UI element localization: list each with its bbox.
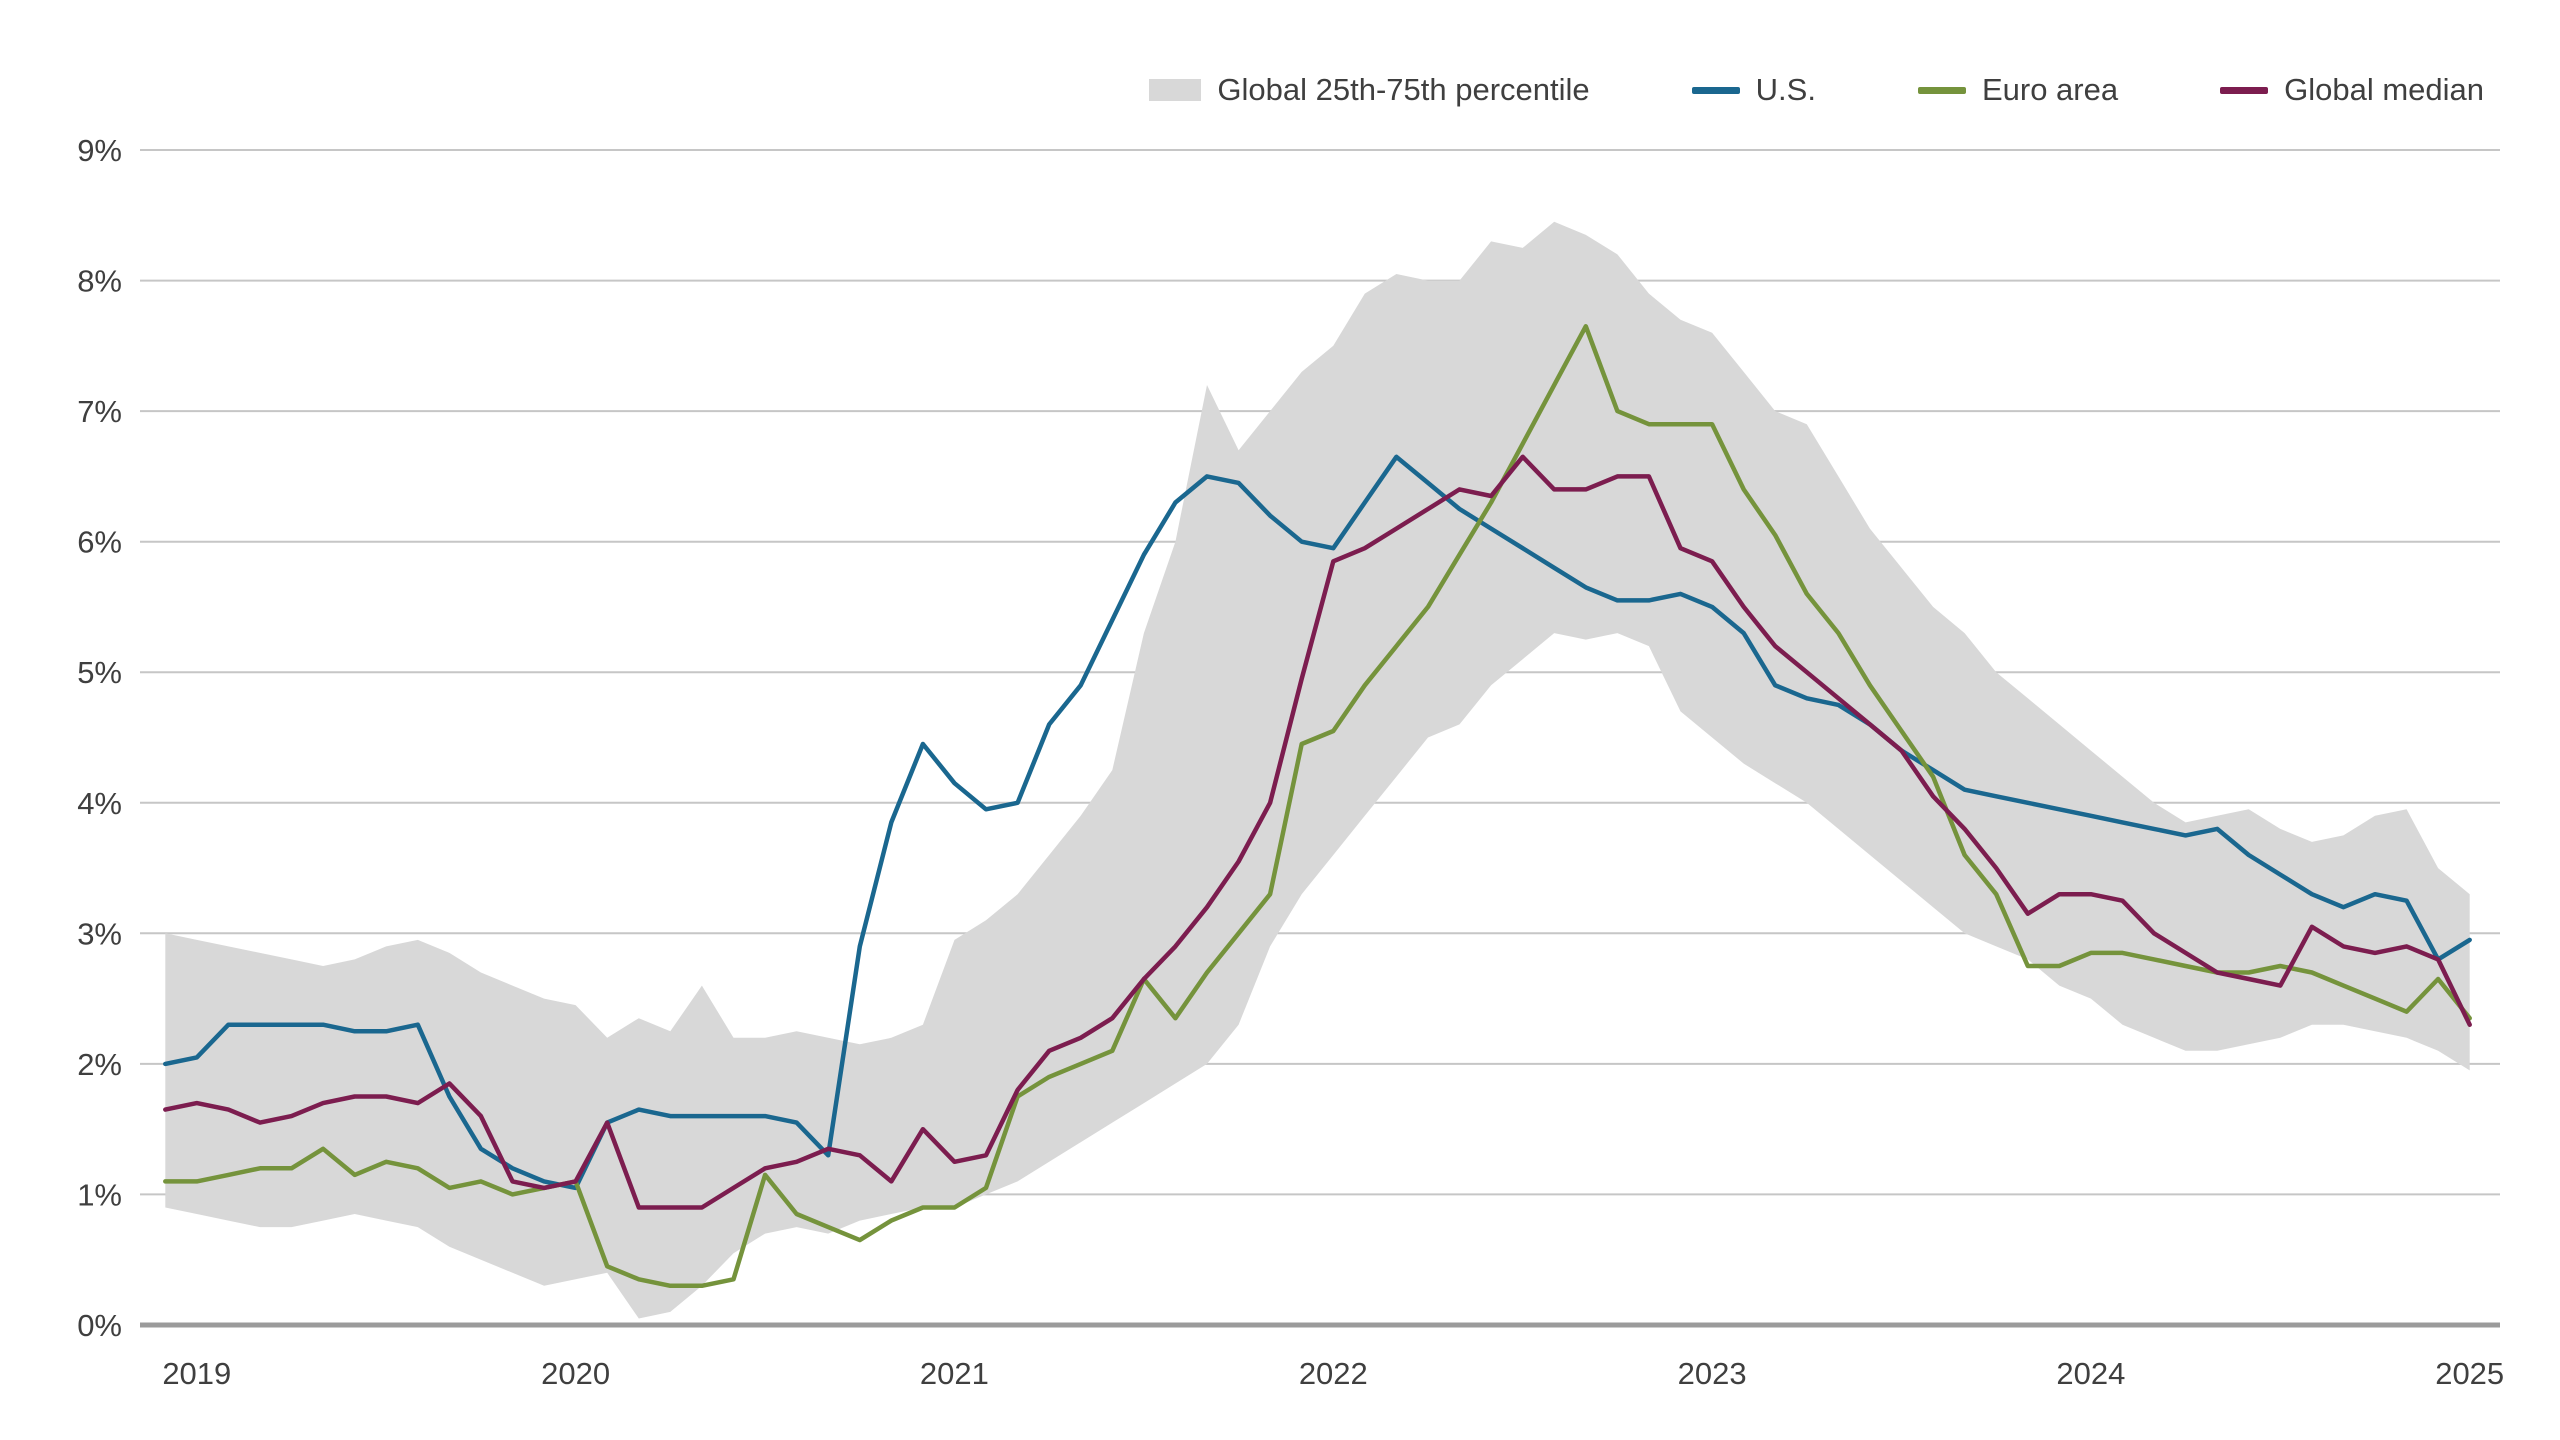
legend-label: Global 25th-75th percentile bbox=[1217, 72, 1590, 107]
us-line bbox=[163, 454, 2472, 1191]
legend-item-global-median: Global median bbox=[2220, 72, 2484, 108]
legend-label: Euro area bbox=[1981, 72, 2119, 107]
chart-legend: Global 25th-75th percentile U.S. Euro ar… bbox=[1149, 72, 2484, 108]
y-axis-label: 0% bbox=[77, 1308, 122, 1343]
x-axis-label: 2023 bbox=[1678, 1356, 1747, 1391]
x-axis-label: 2020 bbox=[541, 1356, 610, 1391]
y-axis-label: 6% bbox=[77, 525, 122, 560]
x-axis-label: 2025 bbox=[2435, 1356, 2504, 1391]
legend-item-euro-area: Euro area bbox=[1917, 72, 2119, 108]
y-axis-label: 1% bbox=[77, 1177, 122, 1212]
us-line-swatch-icon bbox=[1691, 86, 1740, 94]
global-median-line-swatch-icon bbox=[2220, 86, 2269, 94]
legend-item-percentile-band: Global 25th-75th percentile bbox=[1149, 72, 1590, 108]
x-axis-label: 2021 bbox=[920, 1356, 989, 1391]
x-axis-label: 2022 bbox=[1299, 1356, 1368, 1391]
legend-label: Global median bbox=[2284, 72, 2484, 107]
x-axis-label: 2024 bbox=[2056, 1356, 2125, 1391]
y-axis-label: 9% bbox=[77, 133, 122, 168]
legend-label: U.S. bbox=[1755, 72, 1816, 107]
percentile-band bbox=[165, 221, 2470, 1319]
legend-item-us: U.S. bbox=[1691, 72, 1816, 108]
y-axis-label: 5% bbox=[77, 655, 122, 690]
percentile-band-swatch-icon bbox=[1149, 79, 1202, 101]
y-axis-label: 8% bbox=[77, 264, 122, 299]
y-axis-label: 3% bbox=[77, 916, 122, 951]
x-axis-label: 2019 bbox=[162, 1356, 231, 1391]
y-axis-label: 4% bbox=[77, 786, 122, 821]
y-axis-label: 7% bbox=[77, 394, 122, 429]
y-axis-label: 2% bbox=[77, 1047, 122, 1082]
global-median-line bbox=[163, 454, 2472, 1210]
euro-area-line-swatch-icon bbox=[1917, 86, 1966, 94]
